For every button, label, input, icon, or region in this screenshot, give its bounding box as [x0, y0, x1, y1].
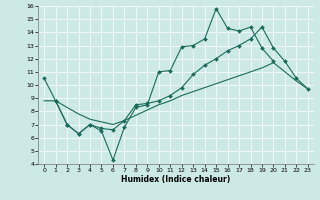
X-axis label: Humidex (Indice chaleur): Humidex (Indice chaleur) — [121, 175, 231, 184]
